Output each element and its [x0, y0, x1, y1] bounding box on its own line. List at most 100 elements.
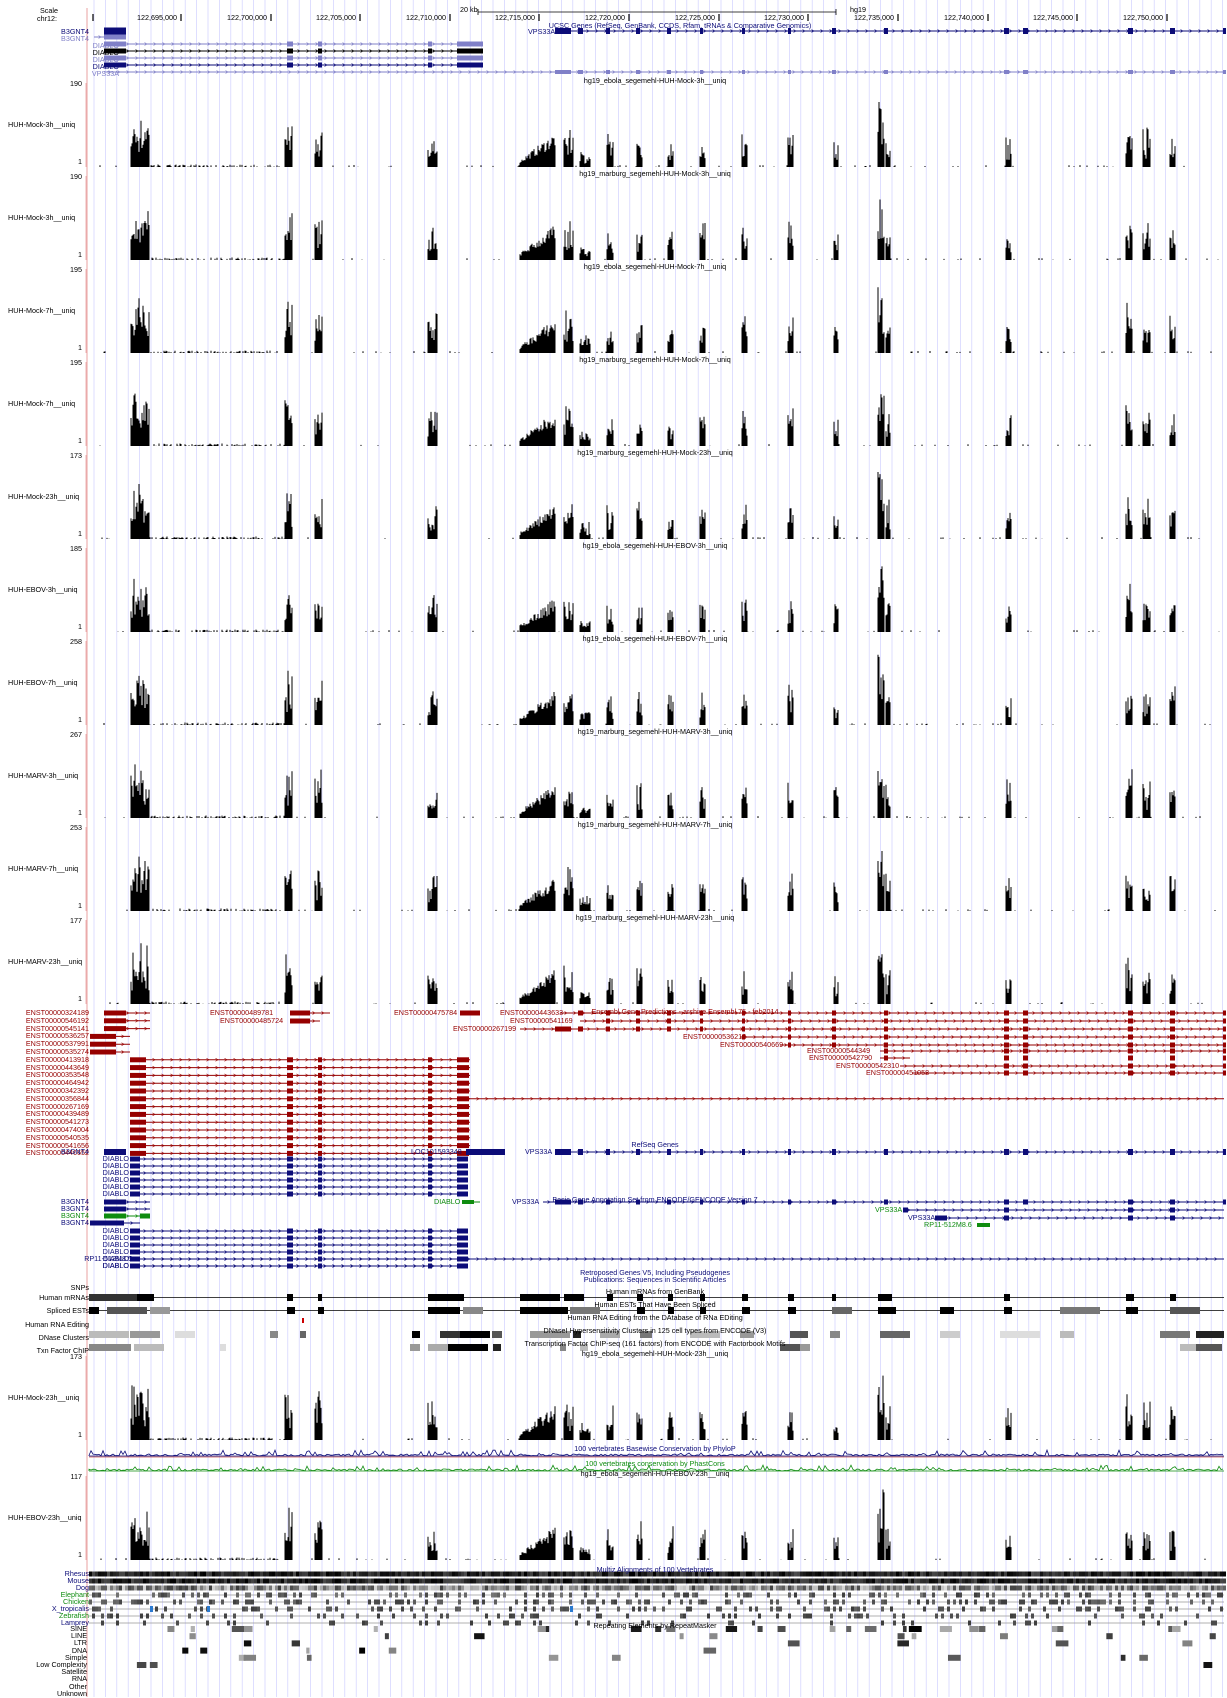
multiz-species-label[interactable]: Zebrafish [59, 1611, 89, 1620]
multiz-title[interactable]: Multiz Alignments of 100 Vertebrates [596, 1565, 714, 1574]
signal-track-title[interactable]: hg19_marburg_segemehl-HUH-Mock-23h__uniq [577, 448, 733, 457]
signal-track-label[interactable]: HUH-MARV-7h__uniq [8, 864, 79, 873]
refseq-loc[interactable]: LOC101593348 [411, 1147, 462, 1156]
gencode-gene-label[interactable]: DIABLO [102, 1233, 129, 1242]
gencode-gene-label[interactable]: B3GNT4 [61, 1204, 89, 1213]
gencode-gene-label[interactable]: VPS33A [875, 1205, 903, 1214]
gencode-gene-label[interactable]: DIABLO [102, 1254, 129, 1263]
ensembl-transcript-label[interactable]: ENST00000536257 [25, 1031, 89, 1041]
ensembl-transcript-label[interactable]: ENST00000356844 [25, 1093, 89, 1103]
gencode-gene-label[interactable]: DIABLO [102, 1261, 129, 1270]
ensembl-transcript-label[interactable]: ENST00000413918 [25, 1054, 89, 1064]
signal-track-label[interactable]: HUH-MARV-23h__uniq [8, 957, 83, 966]
repeat-class-label[interactable]: Satellite [61, 1667, 87, 1677]
signal-track-label[interactable]: HUH-Mock-7h__uniq [8, 306, 76, 315]
refseq-diablo-label[interactable]: DIABLO [102, 1154, 129, 1163]
gene-label-b3gnt4[interactable]: B3GNT4 [61, 27, 89, 36]
dnase-title[interactable]: DNaseI Hypersensitivity Clusters in 125 … [543, 1326, 767, 1335]
signal-track-title[interactable]: hg19_ebola_segemehl-HUH-Mock-7h__uniq [583, 262, 727, 271]
gene-label-diablo-3[interactable]: DIABLO [92, 55, 119, 64]
gene-label-vps33a-2[interactable]: VPS33A [91, 69, 119, 78]
gencode-gene-label[interactable]: VPS33A [512, 1197, 540, 1206]
ensembl-transcript-label[interactable]: ENST00000541656 [25, 1140, 89, 1150]
signal-track-title[interactable]: hg19_ebola_segemehl-HUH-Mock-3h__uniq [583, 76, 727, 85]
ensembl-transcript-label[interactable]: ENST00000353548 [25, 1070, 89, 1080]
signal-track-label[interactable]: HUH-Mock-23h__uniq [8, 1393, 80, 1402]
gencode-gene-label[interactable]: DIABLO [102, 1247, 129, 1256]
multiz-species-label[interactable]: Lamprey [61, 1618, 89, 1627]
ensembl-transcript-label[interactable]: ENST00000443649 [25, 1062, 89, 1072]
ensembl-transcript-label[interactable]: ENST00000536212 [683, 1032, 747, 1041]
ucsc-genes-title[interactable]: UCSC Genes (RefSeq, GenBank, CCDS, Rfam,… [548, 21, 812, 30]
txn-title[interactable]: Transcription Factor ChIP-seq (161 facto… [524, 1339, 786, 1348]
signal-track-label[interactable]: HUH-MARV-3h__uniq [8, 771, 79, 780]
repeat-class-label[interactable]: Simple [65, 1652, 87, 1662]
refseq-diablo-label[interactable]: DIABLO [102, 1189, 129, 1198]
ensembl-transcript-label[interactable]: ENST00000443633 [500, 1008, 564, 1017]
ensembl-transcript-label[interactable]: ENST00000544349 [807, 1046, 871, 1055]
ensembl-transcript-label[interactable]: ENST00000267199 [453, 1024, 517, 1033]
refseq-diablo-label[interactable]: DIABLO [102, 1168, 129, 1177]
signal-track-label[interactable]: HUH-Mock-23h__uniq [8, 492, 80, 501]
ensembl-transcript-label[interactable]: ENST00000474004 [25, 1125, 89, 1134]
gene-label-diablo-4[interactable]: DIABLO [92, 62, 119, 71]
signal-track-title[interactable]: hg19_marburg_segemehl-HUH-MARV-3h__uniq [577, 727, 733, 736]
est-title[interactable]: Human ESTs That Have Been Spliced [594, 1300, 716, 1309]
signal-track-title[interactable]: hg19_ebola_segemehl-HUH-EBOV-23h__uniq [580, 1469, 730, 1478]
multiz-species-label[interactable]: Rhesus [64, 1569, 89, 1578]
multiz-species-label[interactable]: Dog [75, 1583, 89, 1592]
multiz-species-label[interactable]: X_tropicalis [51, 1604, 89, 1613]
repeat-class-label[interactable]: SINE [70, 1624, 87, 1633]
phastcons-title[interactable]: 100 vertebrates conservation by PhastCon… [585, 1459, 725, 1468]
gencode-gene-label[interactable]: DIABLO [102, 1240, 129, 1249]
repeat-class-label[interactable]: DNA [71, 1645, 87, 1655]
ensembl-transcript-label[interactable]: ENST00000542310 [836, 1061, 900, 1070]
refseq-title[interactable]: RefSeq Genes [631, 1140, 679, 1149]
mrna-label[interactable]: Human mRNAs [39, 1293, 89, 1302]
signal-track-label[interactable]: HUH-EBOV-7h__uniq [8, 678, 78, 687]
dnase-label[interactable]: DNase Clusters [38, 1333, 89, 1342]
refseq-diablo-label[interactable]: DIABLO [102, 1161, 129, 1170]
signal-track-title[interactable]: hg19_marburg_segemehl-HUH-Mock-7h__uniq [579, 355, 731, 364]
ensembl-transcript-label[interactable]: ENST00000475784 [394, 1008, 458, 1017]
gencode-gene-label[interactable]: VPS33A [908, 1213, 936, 1222]
txn-label[interactable]: Txn Factor ChIP [36, 1346, 89, 1355]
ensembl-transcript-label[interactable]: ENST00000540535 [25, 1132, 89, 1142]
ensembl-transcript-label[interactable]: ENST00000489781 [210, 1008, 274, 1017]
ensembl-transcript-label[interactable]: ENST00000541273 [25, 1117, 89, 1127]
retroposed-title[interactable]: Retroposed Genes V5, Including Pseudogen… [580, 1268, 730, 1277]
ensembl-transcript-label[interactable]: ENST00000485724 [220, 1016, 284, 1025]
signal-track-label[interactable]: HUH-Mock-3h__uniq [8, 120, 76, 129]
repeatmasker-title[interactable]: Repeating Elements by RepeatMasker [593, 1621, 717, 1630]
rna-edit-title[interactable]: Human RNA Editing from the DAtabase of R… [567, 1313, 743, 1322]
refseq-diablo-label[interactable]: DIABLO [102, 1175, 129, 1184]
gene-label-diablo[interactable]: DIABLO [92, 41, 119, 50]
repeat-class-label[interactable]: LTR [73, 1638, 87, 1648]
signal-track-title[interactable]: hg19_ebola_segemehl-HUH-EBOV-7h__uniq [582, 634, 728, 643]
repeat-class-label[interactable]: Other [69, 1681, 87, 1691]
refseq-vps33a[interactable]: VPS33A [525, 1147, 553, 1156]
ensembl-transcript-label[interactable]: ENST00000446652 [25, 1148, 89, 1158]
signal-track-label[interactable]: HUH-Mock-3h__uniq [8, 213, 76, 222]
signal-track-title[interactable]: hg19_ebola_segemehl-HUH-Mock-23h__uniq [581, 1349, 729, 1358]
ensembl-transcript-label[interactable]: ENST00000545141 [25, 1023, 89, 1033]
gencode-gene-label[interactable]: RP11-512M8.5 [84, 1254, 132, 1263]
signal-track-title[interactable]: hg19_ebola_segemehl-HUH-EBOV-3h__uniq [582, 541, 728, 550]
ensembl-transcript-label[interactable]: ENST00000546192 [25, 1015, 89, 1025]
multiz-species-label[interactable]: Elephant [60, 1590, 89, 1599]
gencode-gene-label[interactable]: B3GNT4 [61, 1211, 89, 1220]
signal-track-label[interactable]: HUH-EBOV-3h__uniq [8, 585, 78, 594]
repeat-class-label[interactable]: RNA [71, 1674, 87, 1684]
repeat-class-label[interactable]: Low Complexity [36, 1660, 87, 1669]
ensembl-transcript-label[interactable]: ENST00000540669 [720, 1040, 784, 1049]
publications-title[interactable]: Publications: Sequences in Scientific Ar… [583, 1275, 727, 1284]
ensembl-transcript-label[interactable]: ENST00000537991 [25, 1039, 89, 1049]
multiz-species-label[interactable]: Chicken [63, 1597, 89, 1606]
mrna-title[interactable]: Human mRNAs from GenBank [605, 1287, 705, 1296]
repeat-class-label[interactable]: Unknown [57, 1688, 87, 1698]
refseq-b3gnt4[interactable]: B3GNT4 [61, 1147, 89, 1156]
signal-track-title[interactable]: hg19_marburg_segemehl-HUH-Mock-3h__uniq [579, 169, 731, 178]
ensembl-transcript-label[interactable]: ENST00000324189 [25, 1008, 89, 1017]
